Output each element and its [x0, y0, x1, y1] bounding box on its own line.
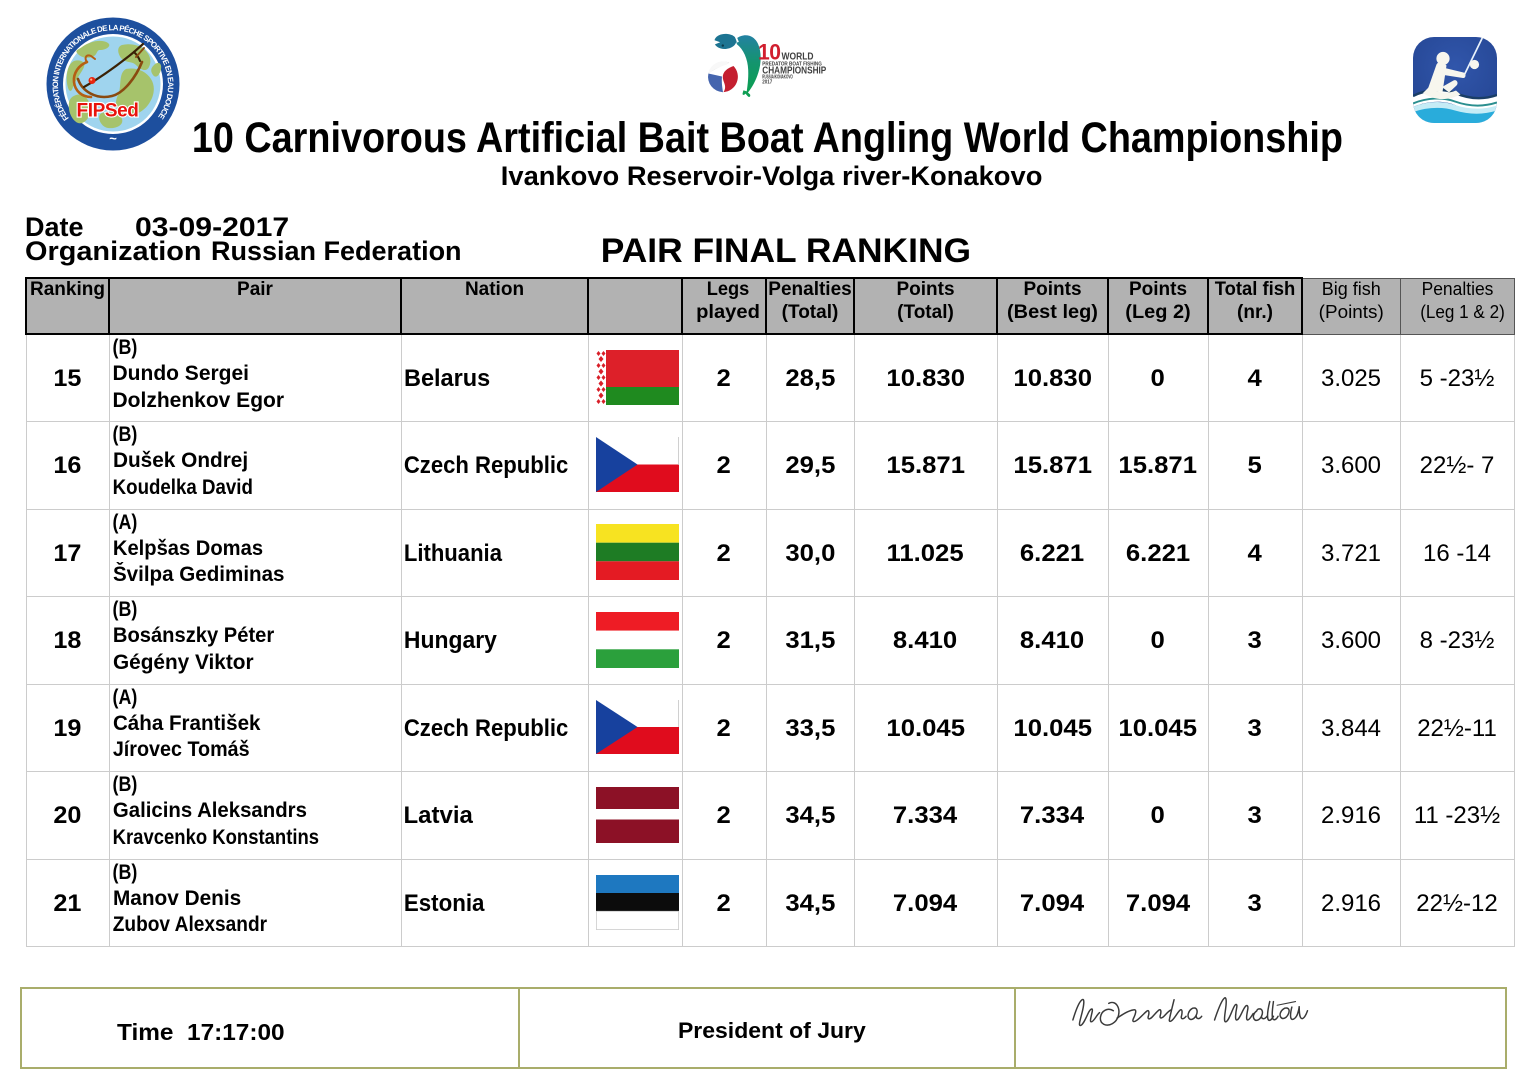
svg-text:CHAMPIONSHIP: CHAMPIONSHIP — [762, 66, 826, 77]
svg-text:RUSSIA/KONAKOVO: RUSSIA/KONAKOVO — [762, 75, 793, 81]
svg-text:2017: 2017 — [762, 80, 772, 86]
svg-text:WORLD: WORLD — [782, 51, 814, 62]
svg-text:~: ~ — [109, 131, 117, 146]
svg-text:PREDATOR BOAT FISHING: PREDATOR BOAT FISHING — [762, 61, 822, 67]
svg-text:10: 10 — [758, 40, 781, 65]
svg-text:FIPSed: FIPSed — [76, 101, 138, 122]
